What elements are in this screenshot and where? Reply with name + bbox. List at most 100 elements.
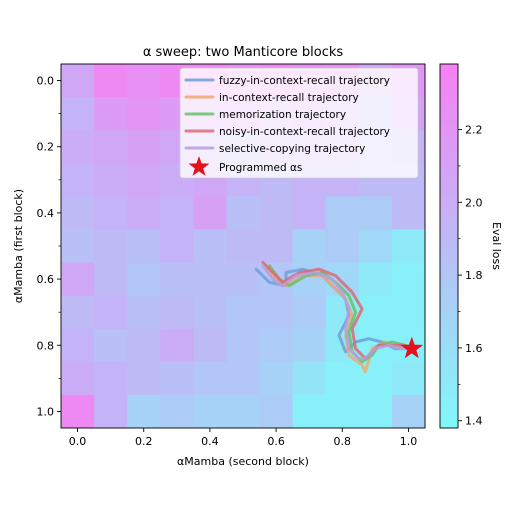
heatmap-cell — [226, 328, 260, 363]
heatmap-cell — [193, 196, 227, 230]
heatmap-cell — [94, 229, 128, 263]
heatmap-cell — [226, 262, 260, 297]
heatmap-cell — [193, 394, 227, 429]
heatmap-cell — [61, 361, 95, 396]
heatmap-cell — [160, 295, 194, 330]
legend: fuzzy-in-context-recall trajectory in-con… — [179, 67, 419, 179]
y-axis-ticks: 0.0 0.2 0.4 0.6 0.8 1.0 — [37, 75, 61, 418]
y-tick-label: 0.8 — [37, 339, 55, 352]
heatmap-cell — [127, 361, 161, 396]
heatmap-cell — [61, 196, 95, 230]
heatmap-cell — [127, 295, 161, 330]
legend-entry: fuzzy-in-context-recall trajectory — [219, 75, 390, 87]
legend-entry: selective-copying trajectory — [219, 143, 365, 155]
heatmap-cell — [94, 361, 128, 396]
heatmap-cell — [61, 394, 95, 429]
heatmap-cell — [160, 394, 194, 429]
colorbar-tick-label: 1.8 — [465, 269, 483, 282]
x-tick-label: 1.0 — [400, 435, 418, 448]
heatmap-cell — [61, 295, 95, 330]
heatmap-cell — [193, 295, 227, 330]
x-tick-label: 0.4 — [201, 435, 219, 448]
heatmap-cell — [358, 229, 393, 263]
heatmap-cell — [127, 262, 161, 297]
heatmap-cell — [193, 262, 227, 297]
heatmap-cell — [127, 130, 161, 164]
heatmap-cell — [61, 64, 95, 98]
heatmap-cell — [391, 196, 426, 230]
y-tick-label: 0.2 — [37, 141, 55, 154]
y-tick-label: 0.0 — [37, 75, 55, 88]
colorbar-label: Eval loss — [490, 222, 503, 270]
heatmap-cell — [391, 394, 426, 429]
heatmap-cell — [127, 229, 161, 263]
heatmap-cell — [160, 328, 194, 363]
x-axis-ticks: 0.0 0.2 0.4 0.6 0.8 1.0 — [69, 428, 417, 448]
heatmap-cell — [226, 295, 260, 330]
heatmap-cell — [259, 361, 294, 396]
y-tick-label: 0.4 — [37, 207, 55, 220]
heatmap-cell — [61, 130, 95, 164]
heatmap-cell — [226, 361, 260, 396]
legend-star-swatch — [188, 156, 210, 176]
heatmap-cell — [193, 229, 227, 263]
legend-entry: noisy-in-context-recall trajectory — [219, 126, 390, 138]
heatmap-cell — [325, 196, 360, 230]
heatmap-cell — [259, 196, 294, 230]
heatmap-cell — [391, 295, 426, 330]
heatmap-cell — [226, 196, 260, 230]
heatmap-cell — [94, 394, 128, 429]
heatmap-cell — [226, 394, 260, 429]
heatmap-cell — [259, 394, 294, 429]
heatmap-cell — [325, 229, 360, 263]
heatmap-cell — [292, 196, 327, 230]
heatmap-cell — [61, 229, 95, 263]
heatmap-cell — [325, 361, 360, 396]
heatmap-cell — [94, 130, 128, 164]
x-tick-label: 0.0 — [69, 435, 87, 448]
heatmap-cell — [94, 64, 128, 98]
legend-entry: Programmed αs — [219, 162, 302, 174]
heatmap-cell — [292, 328, 327, 363]
heatmap-cell — [292, 229, 327, 263]
heatmap-cell — [61, 328, 95, 363]
y-tick-label: 0.6 — [37, 273, 55, 286]
legend-box — [179, 67, 419, 179]
heatmap-cell — [94, 262, 128, 297]
heatmap-cell — [160, 229, 194, 263]
trajectories — [254, 261, 414, 374]
x-tick-label: 0.8 — [334, 435, 352, 448]
heatmap-cell — [292, 295, 327, 330]
colorbar-bar — [439, 63, 459, 429]
programmed-alpha-star — [400, 336, 424, 359]
chart-title: α sweep: two Manticore blocks — [143, 45, 344, 60]
heatmap-cell — [226, 229, 260, 263]
x-axis-label: αMamba (second block) — [177, 455, 309, 468]
heatmap-cell — [94, 328, 128, 363]
colorbar-tick-label: 1.4 — [465, 415, 483, 428]
heatmap-cell — [127, 163, 161, 197]
heatmap-cell — [391, 229, 426, 263]
colorbar-tick-label: 2.2 — [465, 124, 483, 137]
programmed-marker — [400, 336, 424, 359]
heatmap-cell — [358, 295, 393, 330]
heatmap-cell — [94, 97, 128, 131]
heatmap-cell — [160, 361, 194, 396]
heatmap-cell — [61, 97, 95, 131]
heatmap-cell — [127, 64, 161, 98]
heatmap-cell — [127, 394, 161, 429]
x-tick-label: 0.2 — [135, 435, 153, 448]
heatmap-cell — [94, 196, 128, 230]
heatmap-cell — [127, 97, 161, 131]
colorbar-tick-label: 2.0 — [465, 196, 483, 209]
y-axis-label: αMamba (first block) — [12, 189, 25, 303]
heatmap-cell — [292, 361, 327, 396]
heatmap-cell — [127, 328, 161, 363]
heatmap-cell — [94, 295, 128, 330]
trajectory-line — [261, 264, 414, 360]
heatmap-cell — [325, 394, 360, 429]
heatmap-cell — [61, 262, 95, 297]
heatmap-cell — [259, 295, 294, 330]
